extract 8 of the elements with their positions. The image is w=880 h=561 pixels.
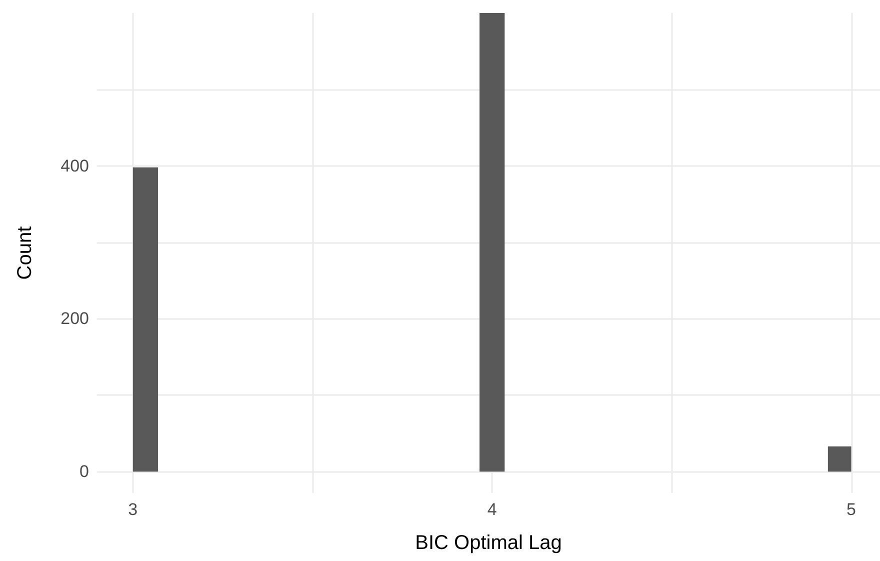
y-tick-label: 200 <box>60 309 89 328</box>
y-axis-title: Count <box>14 226 36 280</box>
x-tick-label: 3 <box>128 500 138 519</box>
y-tick-label: 0 <box>80 462 89 482</box>
y-tick-label: 400 <box>60 156 89 176</box>
x-tick-label: 4 <box>487 500 497 519</box>
x-tick-label: 5 <box>846 500 856 519</box>
x-axis-title: BIC Optimal Lag <box>415 532 562 554</box>
